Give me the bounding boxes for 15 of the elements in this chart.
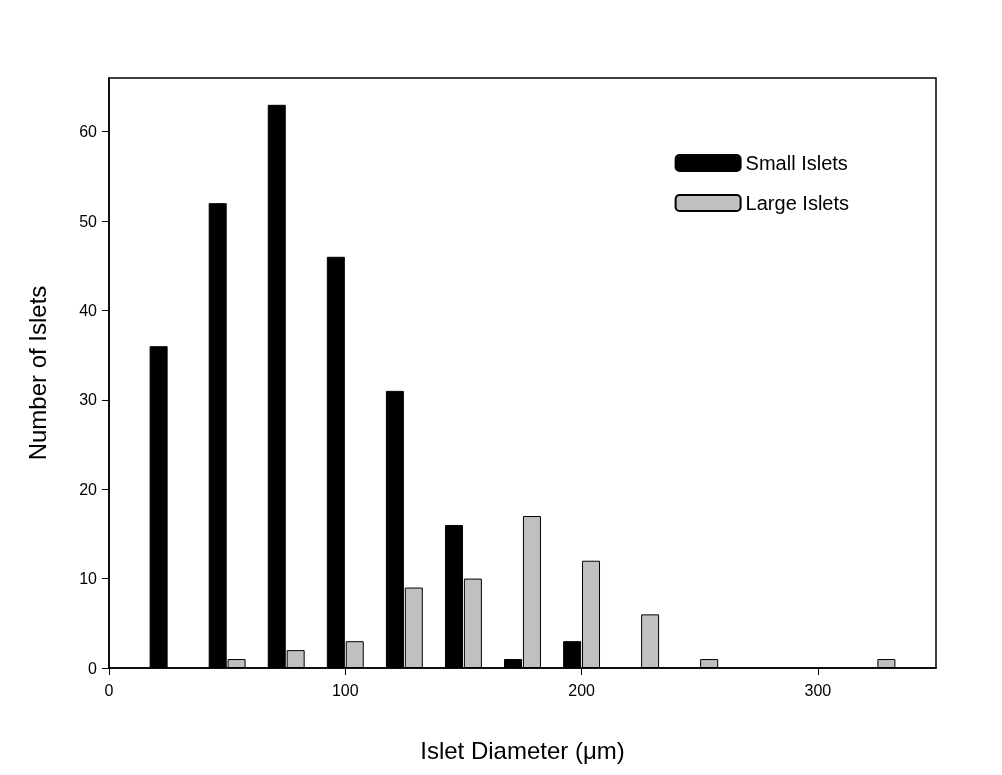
y-axis-title: Number of Islets [23, 285, 51, 461]
legend-label: Large Islets [745, 192, 849, 214]
y-tick-label: 60 [79, 123, 98, 141]
y-tick-label: 50 [79, 212, 98, 230]
y-tick-label: 20 [79, 480, 98, 498]
x-axis-title: Islet Diameter (μm) [420, 736, 625, 764]
x-tick-label: 300 [804, 681, 832, 699]
legend-label: Small Islets [745, 152, 848, 174]
y-tick-label: 0 [88, 659, 98, 677]
y-tick-label: 10 [79, 570, 98, 588]
x-tick-label: 0 [104, 681, 114, 699]
x-tick-label: 200 [568, 681, 596, 699]
y-tick-label: 40 [79, 301, 98, 319]
y-tick-label: 30 [79, 391, 98, 409]
x-tick-label: 100 [331, 681, 359, 699]
